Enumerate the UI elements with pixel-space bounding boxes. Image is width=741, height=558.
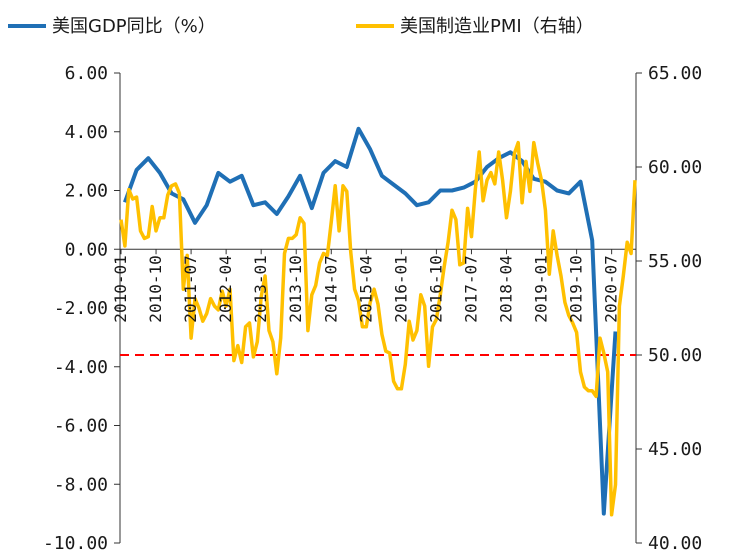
series-line-pmi <box>119 140 637 517</box>
legend: 美国GDP同比（%） 美国制造业PMI（右轴） <box>8 16 594 37</box>
legend-entry-gdp: 美国GDP同比（%） <box>52 16 216 37</box>
right-tick-label: 65.00 <box>648 63 702 84</box>
left-tick-label: -10.00 <box>43 533 108 554</box>
x-tick-label: 2016-01 <box>391 255 410 322</box>
x-tick-label: 2011-07 <box>181 255 200 322</box>
series-line-gdp <box>123 126 618 516</box>
left-tick-label: 0.00 <box>65 239 108 260</box>
right-tick-label: 45.00 <box>648 439 702 460</box>
x-tick-label: 2012-04 <box>216 255 235 322</box>
left-tick-label: 4.00 <box>65 122 108 143</box>
left-tick-label: 2.00 <box>65 181 108 202</box>
x-tick-label: 2019-01 <box>532 255 551 322</box>
series-lines <box>119 126 637 517</box>
x-tick-label: 2013-01 <box>251 255 270 322</box>
right-tick-label: 55.00 <box>648 251 702 272</box>
x-tick-label: 2017-07 <box>461 255 480 322</box>
x-tick-label: 2015-04 <box>356 255 375 322</box>
x-tick-label: 2020-07 <box>602 255 621 322</box>
right-tick-label: 40.00 <box>648 533 702 554</box>
x-tick-labels: 2010-01 2010-10 2011-07 2012-04 2013-01 2013-… <box>111 255 621 322</box>
x-tick-label: 2018-04 <box>497 255 516 322</box>
left-tick-label: 6.00 <box>65 63 108 84</box>
x-tick-label: 2016-10 <box>426 255 445 322</box>
left-tick-label: -6.00 <box>54 416 108 437</box>
left-tick-label: -2.00 <box>54 298 108 319</box>
legend-entry-pmi: 美国制造业PMI（右轴） <box>400 16 594 37</box>
right-tick-label: 60.00 <box>648 157 702 178</box>
x-tick-label: 2014-07 <box>321 255 340 322</box>
x-tick-label: 2013-10 <box>286 255 305 322</box>
x-tick-label: 2019-10 <box>567 255 586 322</box>
x-tick-label: 2010-10 <box>146 255 165 322</box>
x-tick-label: 2010-01 <box>111 255 130 322</box>
left-tick-label: -8.00 <box>54 474 108 495</box>
left-tick-label: -4.00 <box>54 357 108 378</box>
right-tick-label: 50.00 <box>648 345 702 366</box>
